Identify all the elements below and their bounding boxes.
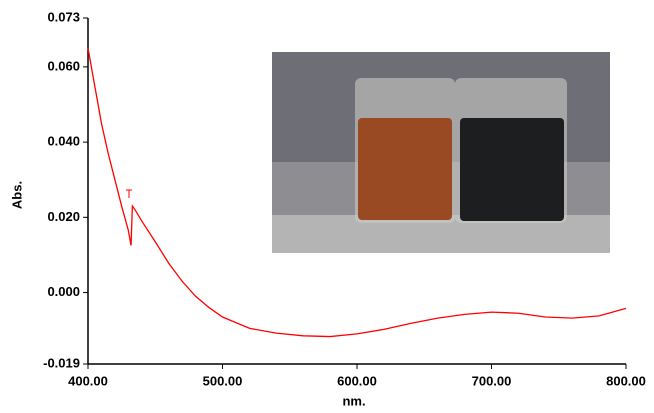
y-tick-label: 0.060 [47, 58, 80, 73]
x-tick-label: 800.00 [606, 373, 646, 388]
cursor-marker [126, 189, 132, 198]
y-axis-label: Abs. [9, 181, 24, 209]
x-tick-label: 700.00 [472, 373, 512, 388]
y-tick-label: 0.073 [47, 9, 80, 24]
x-tick-label: 400.00 [68, 373, 108, 388]
x-tick-label: 500.00 [203, 373, 243, 388]
data-line [87, 47, 627, 338]
y-tick-label: 0.020 [47, 209, 80, 224]
y-tick-label: 0.040 [47, 134, 80, 149]
y-tick-label: 0.000 [47, 284, 80, 299]
x-tick-label: 600.00 [337, 373, 377, 388]
inset-photo [272, 52, 610, 253]
y-tick-label: -0.019 [43, 355, 80, 370]
x-axis-label: nm. [342, 393, 365, 408]
